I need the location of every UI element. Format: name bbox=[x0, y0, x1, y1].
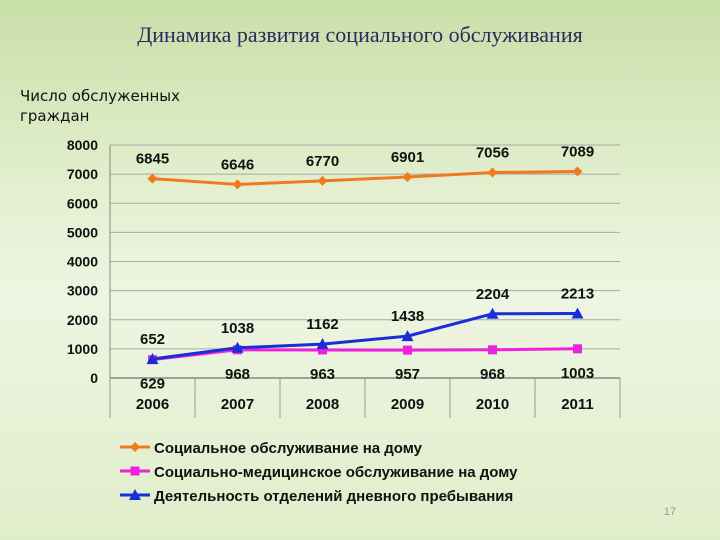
x-tick-label: 2008 bbox=[306, 396, 339, 413]
data-point-2 bbox=[488, 345, 497, 355]
legend-entry: Социально-медицинское обслуживание на до… bbox=[154, 464, 518, 481]
legend-entry: Деятельность отделений дневного пребыван… bbox=[154, 488, 513, 505]
series-line-1 bbox=[152, 170, 578, 186]
y-axis-label: Число обслуженных граждан bbox=[20, 87, 181, 125]
legend-entry: Социальное обслуживание на дому bbox=[154, 440, 423, 457]
data-label: 1038 bbox=[221, 320, 254, 337]
y-tick-label: 2000 bbox=[67, 312, 98, 328]
data-label: 1162 bbox=[306, 316, 339, 333]
y-tick-label: 5000 bbox=[67, 224, 98, 240]
x-tick-label: 2006 bbox=[136, 396, 169, 413]
data-point-1 bbox=[402, 172, 413, 183]
data-point-1 bbox=[317, 175, 328, 186]
y-tick-label: 6000 bbox=[67, 195, 98, 211]
data-point-2 bbox=[403, 345, 412, 355]
x-tick-label: 2007 bbox=[221, 396, 254, 413]
data-label: 963 bbox=[310, 366, 335, 383]
data-label: 6901 bbox=[391, 149, 424, 166]
data-label: 7056 bbox=[476, 144, 509, 161]
data-point-3 bbox=[401, 330, 414, 342]
data-label: 6770 bbox=[306, 153, 339, 170]
data-point-3 bbox=[571, 307, 584, 319]
y-tick-label: 7000 bbox=[67, 166, 98, 182]
data-point-2 bbox=[573, 344, 582, 354]
data-point-1 bbox=[147, 173, 158, 184]
y-tick-label: 3000 bbox=[67, 283, 98, 299]
page-number: 17 bbox=[663, 506, 677, 518]
data-label: 1438 bbox=[391, 308, 424, 325]
series-line-3 bbox=[152, 312, 578, 361]
data-point-3 bbox=[486, 307, 499, 319]
data-label: 7089 bbox=[561, 144, 594, 161]
data-label: 6646 bbox=[221, 156, 254, 173]
data-label: 2204 bbox=[476, 286, 510, 303]
data-label: 957 bbox=[395, 366, 420, 383]
legend-marker bbox=[130, 442, 140, 452]
data-point-2 bbox=[318, 345, 327, 355]
y-tick-label: 1000 bbox=[67, 341, 98, 357]
data-label: 6845 bbox=[136, 151, 169, 168]
data-point-3 bbox=[316, 338, 329, 350]
data-point-1 bbox=[232, 179, 243, 190]
data-label: 968 bbox=[225, 366, 250, 383]
legend-marker bbox=[130, 466, 140, 476]
x-tick-label: 2010 bbox=[476, 396, 509, 413]
series-line-2 bbox=[152, 347, 578, 362]
data-label: 629 bbox=[140, 376, 165, 393]
data-label: 968 bbox=[480, 366, 505, 383]
slide-title: Динамика развития социального обслуживан… bbox=[137, 22, 583, 47]
data-point-1 bbox=[487, 167, 498, 178]
data-point-3 bbox=[231, 341, 244, 353]
y-tick-label: 8000 bbox=[67, 137, 98, 153]
data-label: 2213 bbox=[561, 286, 594, 303]
legend-marker bbox=[129, 489, 141, 500]
data-label: 652 bbox=[140, 331, 165, 348]
y-tick-label: 4000 bbox=[67, 254, 98, 270]
data-point-1 bbox=[572, 166, 583, 177]
x-tick-label: 2011 bbox=[561, 396, 594, 413]
y-tick-label: 0 bbox=[90, 370, 98, 386]
data-label: 1003 bbox=[561, 365, 594, 382]
x-tick-label: 2009 bbox=[391, 396, 424, 413]
data-point-3 bbox=[146, 353, 159, 365]
